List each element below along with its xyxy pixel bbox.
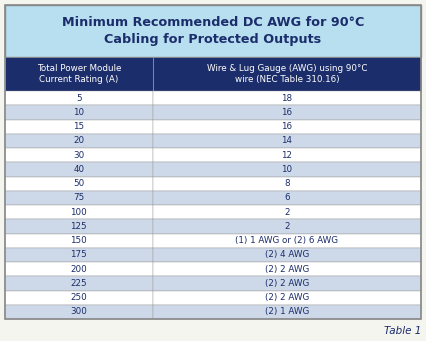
Bar	[5, 57, 153, 91]
Bar	[153, 162, 421, 177]
Bar	[5, 205, 153, 219]
Bar	[153, 205, 421, 219]
Bar	[5, 305, 153, 319]
Bar	[5, 134, 153, 148]
Text: 40: 40	[73, 165, 84, 174]
Bar	[5, 276, 153, 291]
Text: (1) 1 AWG or (2) 6 AWG: (1) 1 AWG or (2) 6 AWG	[235, 236, 338, 245]
Text: (2) 2 AWG: (2) 2 AWG	[265, 265, 309, 273]
Text: 10: 10	[281, 165, 292, 174]
Text: 10: 10	[73, 108, 84, 117]
Text: 125: 125	[71, 222, 87, 231]
Bar	[153, 219, 421, 234]
Text: Total Power Module
Current Rating (A): Total Power Module Current Rating (A)	[37, 64, 121, 84]
Bar	[153, 105, 421, 119]
Text: 150: 150	[70, 236, 87, 245]
Bar	[5, 177, 153, 191]
Text: 6: 6	[284, 193, 290, 202]
Bar	[153, 177, 421, 191]
Bar	[5, 148, 153, 162]
Bar	[153, 148, 421, 162]
Bar	[153, 57, 421, 91]
Bar	[5, 191, 153, 205]
Bar	[5, 91, 153, 105]
Bar	[5, 219, 153, 234]
Bar	[153, 248, 421, 262]
Text: 200: 200	[70, 265, 87, 273]
Text: 2: 2	[284, 222, 290, 231]
Bar	[153, 134, 421, 148]
Text: 250: 250	[70, 293, 87, 302]
Text: 15: 15	[73, 122, 84, 131]
Text: (2) 4 AWG: (2) 4 AWG	[265, 250, 309, 260]
Text: 2: 2	[284, 208, 290, 217]
Bar	[5, 248, 153, 262]
Text: 5: 5	[76, 94, 82, 103]
Text: 20: 20	[73, 136, 84, 145]
Bar	[153, 276, 421, 291]
Text: (2) 2 AWG: (2) 2 AWG	[265, 293, 309, 302]
Bar	[5, 162, 153, 177]
Text: 175: 175	[70, 250, 87, 260]
Text: 50: 50	[73, 179, 84, 188]
Bar	[153, 291, 421, 305]
Bar	[153, 305, 421, 319]
Text: 75: 75	[73, 193, 84, 202]
Bar	[5, 119, 153, 134]
Text: 300: 300	[70, 307, 87, 316]
Bar	[5, 291, 153, 305]
Text: 100: 100	[70, 208, 87, 217]
Text: 8: 8	[284, 179, 290, 188]
Bar	[5, 105, 153, 119]
Text: 225: 225	[71, 279, 87, 288]
Text: 16: 16	[281, 122, 292, 131]
Bar	[153, 234, 421, 248]
Bar	[5, 262, 153, 276]
Text: 18: 18	[281, 94, 292, 103]
Text: 14: 14	[281, 136, 292, 145]
Text: Minimum Recommended DC AWG for 90°C
Cabling for Protected Outputs: Minimum Recommended DC AWG for 90°C Cabl…	[62, 16, 364, 46]
Text: Table 1: Table 1	[384, 326, 421, 336]
Bar	[5, 5, 421, 57]
Text: 16: 16	[281, 108, 292, 117]
Bar	[153, 191, 421, 205]
Text: (2) 1 AWG: (2) 1 AWG	[265, 307, 309, 316]
Bar	[153, 119, 421, 134]
Text: (2) 2 AWG: (2) 2 AWG	[265, 279, 309, 288]
Bar	[153, 262, 421, 276]
Text: 12: 12	[281, 151, 292, 160]
Text: 30: 30	[73, 151, 84, 160]
Text: Wire & Lug Gauge (AWG) using 90°C
wire (NEC Table 310.16): Wire & Lug Gauge (AWG) using 90°C wire (…	[207, 64, 367, 84]
Bar	[153, 91, 421, 105]
Bar	[5, 234, 153, 248]
